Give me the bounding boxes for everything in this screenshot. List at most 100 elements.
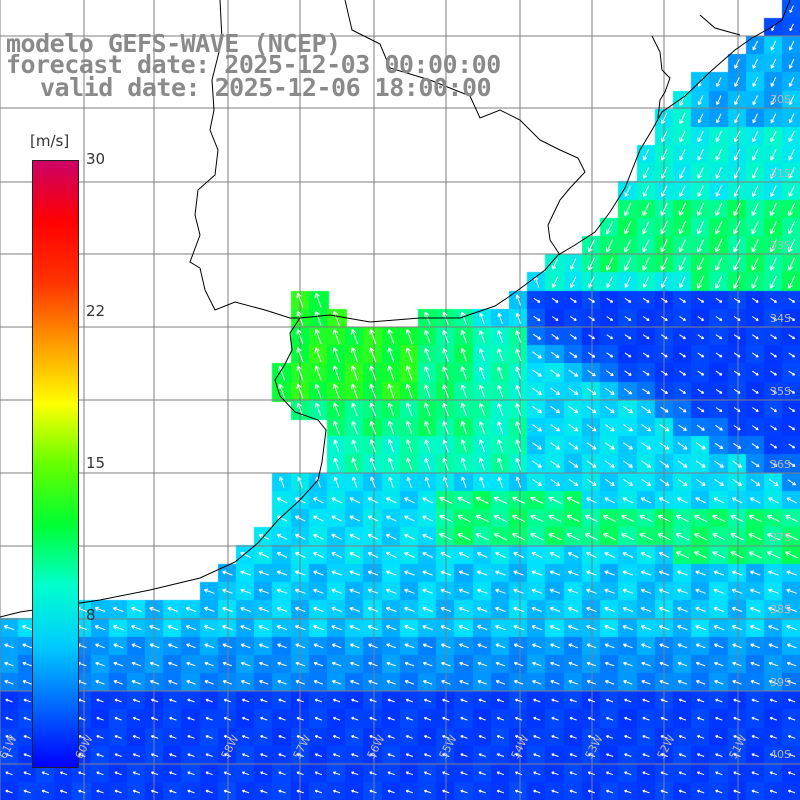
wind-arrow	[457, 533, 471, 541]
wind-arrow	[751, 202, 759, 217]
wind-arrow	[240, 570, 251, 576]
wind-arrow	[367, 497, 379, 504]
wind-arrow	[734, 58, 740, 69]
wind-arrow	[586, 661, 597, 667]
wind-arrow	[530, 496, 544, 504]
wind-arrow	[424, 457, 431, 471]
wind-arrow	[131, 679, 142, 685]
wind-arrow	[439, 533, 453, 541]
wind-arrow	[641, 405, 652, 414]
wind-arrow	[532, 460, 542, 468]
wind-arrow	[787, 771, 796, 776]
wind-arrow	[623, 460, 633, 468]
wind-arrow	[515, 294, 522, 306]
wind-arrow	[769, 239, 777, 253]
wind-arrow	[222, 661, 233, 667]
wind-arrow	[367, 515, 379, 522]
wind-arrow	[150, 716, 159, 721]
wind-arrow	[715, 220, 723, 235]
wind-arrow	[476, 625, 488, 631]
wind-arrow	[569, 716, 577, 721]
wind-arrow	[442, 384, 449, 398]
wind-arrow	[566, 514, 580, 523]
wind-arrow	[605, 753, 614, 757]
wind-arrow	[186, 661, 196, 667]
wind-arrow	[96, 698, 104, 703]
wind-arrow	[551, 753, 559, 757]
wind-arrow	[660, 202, 668, 217]
wind-arrow	[770, 297, 777, 303]
wind-arrow	[715, 424, 723, 431]
wind-arrow	[639, 533, 653, 541]
wind-arrow	[679, 112, 686, 125]
wind-arrow	[661, 316, 668, 321]
wind-arrow	[677, 570, 688, 576]
wind-arrow	[788, 113, 795, 124]
wind-arrow	[606, 352, 614, 358]
wind-arrow	[604, 588, 615, 594]
wind-arrow	[332, 735, 341, 739]
wind-arrow	[296, 383, 304, 399]
wind-arrow	[604, 387, 615, 395]
wind-arrow	[770, 149, 777, 161]
wind-arrow	[788, 149, 795, 161]
wind-arrow	[95, 679, 105, 685]
wind-arrow	[222, 679, 233, 685]
wind-arrow	[385, 570, 397, 576]
wind-arrow	[439, 496, 453, 504]
wind-arrow	[605, 716, 614, 721]
wind-arrow	[331, 552, 342, 558]
wind-arrow	[351, 329, 358, 345]
wind-arrow	[733, 297, 741, 303]
wind-arrow	[222, 588, 233, 594]
lat-label: 35S	[770, 385, 791, 398]
wind-arrow	[733, 753, 741, 757]
wind-arrow	[750, 478, 761, 486]
wind-arrow	[679, 316, 686, 321]
wind-arrow	[730, 533, 744, 541]
wind-arrow	[495, 570, 506, 576]
wind-arrow	[277, 643, 287, 649]
wind-arrow	[733, 149, 741, 161]
wind-arrow	[642, 257, 650, 271]
wind-arrow	[530, 514, 544, 523]
wind-arrow	[751, 771, 759, 776]
wind-arrow	[294, 625, 306, 631]
wind-arrow	[205, 716, 213, 721]
wind-arrow	[624, 297, 632, 303]
wind-arrow	[497, 421, 504, 434]
wind-arrow	[385, 625, 397, 631]
wind-arrow	[387, 735, 395, 739]
wind-arrow	[749, 625, 761, 631]
wind-arrow	[678, 698, 687, 703]
wind-arrow	[223, 716, 232, 721]
wind-arrow	[696, 239, 705, 253]
wind-arrow	[587, 257, 595, 271]
wind-arrow	[658, 570, 670, 576]
wind-arrow	[587, 716, 596, 721]
wind-arrow	[422, 552, 433, 558]
lat-label: 38S	[770, 603, 791, 616]
wind-arrow	[349, 643, 360, 649]
wind-arrow	[624, 239, 632, 253]
wind-arrow	[550, 442, 561, 450]
wind-arrow	[733, 130, 741, 143]
wind-arrow	[679, 167, 686, 179]
wind-arrow	[314, 735, 323, 739]
wind-arrow	[789, 5, 794, 13]
wind-arrow	[460, 384, 467, 398]
wind-arrow	[278, 753, 286, 757]
wind-arrow	[496, 771, 505, 776]
wind-arrow	[314, 402, 322, 417]
wind-arrow	[604, 679, 615, 685]
wind-arrow	[770, 425, 777, 431]
wind-arrow	[387, 347, 395, 363]
wind-arrow	[169, 698, 177, 703]
wind-arrow	[570, 276, 577, 288]
wind-arrow	[549, 606, 561, 612]
wind-arrow	[586, 405, 597, 414]
wind-arrow	[661, 334, 668, 340]
wind-arrow	[351, 383, 358, 399]
wind-arrow	[770, 388, 777, 394]
